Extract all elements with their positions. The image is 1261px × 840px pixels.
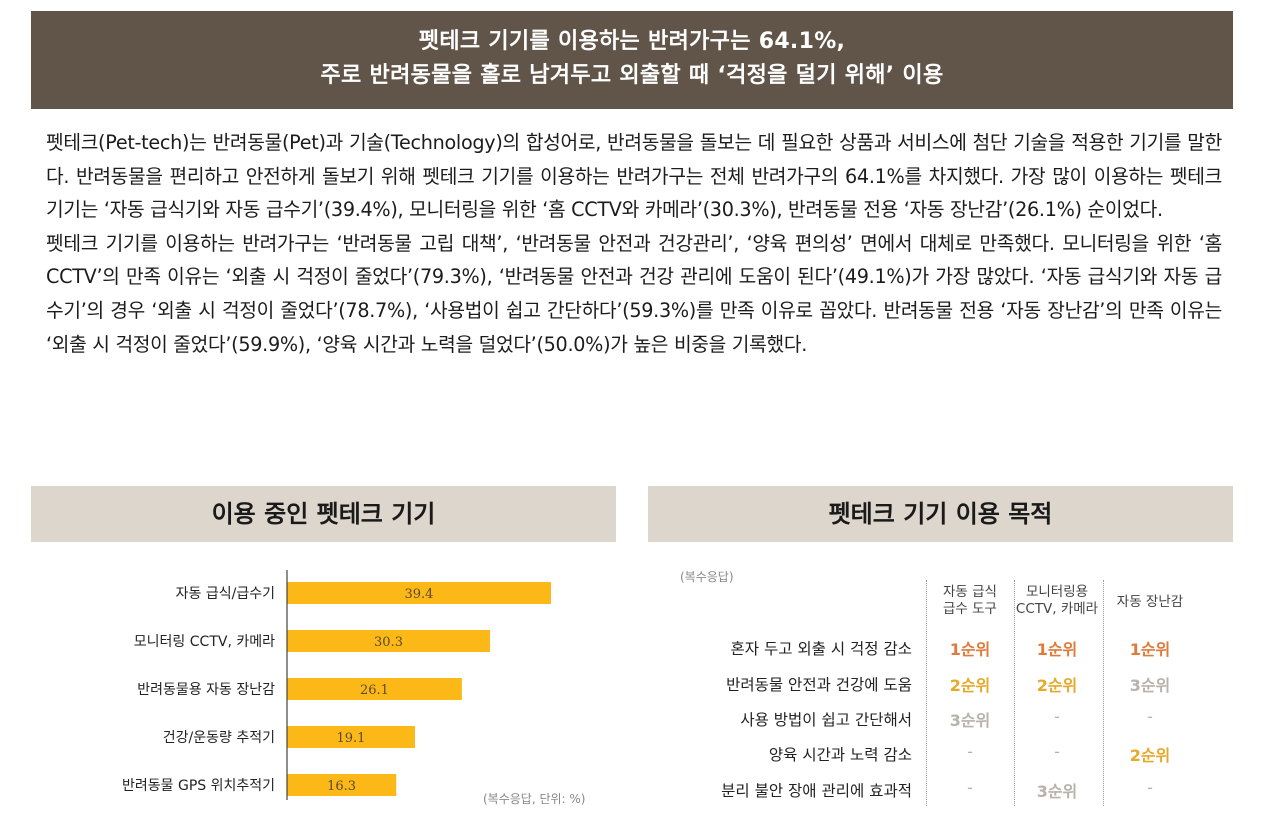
rank-cell: 3순위: [949, 711, 991, 730]
bar-value-label: 16.3: [327, 779, 356, 794]
bar-value-label: 26.1: [360, 683, 389, 698]
headline-line-1: 펫테크 기기를 이용하는 반려가구는 64.1%,: [418, 29, 846, 54]
bar-value-label: 39.4: [405, 587, 434, 602]
devices-chart-note: (복수응답, 단위: %): [483, 792, 586, 806]
rank-cell: -: [967, 778, 973, 797]
rank-cell: -: [1054, 707, 1060, 726]
category-label: 반려동물 GPS 위치추적기: [122, 778, 275, 794]
bar-value-label: 30.3: [374, 635, 403, 650]
column-header-line: 급수 도구: [943, 601, 997, 617]
rank-cell: 1순위: [949, 640, 991, 659]
purpose-table-note: (복수응답): [680, 570, 734, 584]
category-label: 건강/운동량 추적기: [163, 730, 275, 746]
rank-cell: 2순위: [949, 676, 991, 695]
paragraph-1: 펫테크(Pet-tech)는 반려동물(Pet)과 기술(Technology)…: [46, 131, 1222, 222]
rank-cell: 2순위: [1129, 746, 1171, 765]
column-divider: [1103, 580, 1104, 806]
headline-line-2: 주로 반려동물을 홀로 남겨두고 외출할 때 ‘걱정을 덜기 위해’ 이용: [320, 63, 944, 88]
purpose-rank-table: 자동 급식 급수 도구 모니터링용 CCTV, 카메라 자동 장난감 혼자 두고 외출 시…: [668, 580, 1208, 806]
purpose-row-label: 혼자 두고 외출 시 걱정 감소: [730, 640, 913, 658]
column-header-line: 자동 급식: [943, 584, 997, 600]
paragraph-2: 펫테크 기기를 이용하는 반려가구는 ‘반려동물 고립 대책’, ‘반려동물 안…: [46, 231, 1222, 356]
bar: [287, 582, 551, 604]
category-label: 반려동물용 자동 장난감: [137, 682, 275, 698]
column-divider: [1014, 580, 1015, 806]
bar: [287, 630, 491, 652]
article-body: 펫테크(Pet-tech)는 반려동물(Pet)과 기술(Technology)…: [46, 126, 1222, 361]
devices-bar-chart: 자동 급식/급수기 39.4 모니터링 CCTV, 카메라 30.3 반려동물용 자동 …: [122, 570, 551, 800]
column-header: 모니터링용 CCTV, 카메라: [1012, 584, 1102, 618]
bar-value-label: 19.1: [337, 731, 366, 746]
bar: [287, 774, 397, 796]
headline-banner: 펫테크 기기를 이용하는 반려가구는 64.1%, 주로 반려동물을 홀로 남겨…: [31, 11, 1233, 109]
column-header-line: 자동 장난감: [1116, 594, 1184, 610]
column-header-line: CCTV, 카메라: [1015, 601, 1099, 617]
rank-cell: -: [1147, 707, 1153, 726]
bar: [287, 726, 415, 748]
rank-cell: -: [967, 742, 973, 761]
rank-cell: 2순위: [1036, 676, 1078, 695]
rank-cell: 3순위: [1129, 676, 1171, 695]
category-label: 모니터링 CCTV, 카메라: [134, 634, 275, 650]
rank-cell: 1순위: [1129, 640, 1171, 659]
devices-section-title: 이용 중인 펫테크 기기: [31, 486, 616, 542]
column-header: 자동 장난감: [1105, 594, 1195, 611]
column-divider: [926, 580, 927, 806]
rank-cell: -: [1054, 742, 1060, 761]
purpose-row-label: 양육 시간과 노력 감소: [768, 746, 912, 764]
purpose-section-title: 펫테크 기기 이용 목적: [648, 486, 1233, 542]
rank-cell: 1순위: [1036, 640, 1078, 659]
column-header-line: 모니터링용: [1025, 584, 1089, 600]
category-label: 자동 급식/급수기: [176, 586, 275, 602]
purpose-row-label: 반려동물 안전과 건강에 도움: [726, 676, 912, 694]
rank-cell: -: [1147, 778, 1153, 797]
purpose-row-label: 사용 방법이 쉽고 간단해서: [740, 711, 912, 729]
column-header: 자동 급식 급수 도구: [925, 584, 1015, 618]
bar: [287, 678, 462, 700]
rank-cell: 3순위: [1036, 782, 1078, 801]
purpose-row-label: 분리 불안 장애 관리에 효과적: [721, 782, 912, 800]
